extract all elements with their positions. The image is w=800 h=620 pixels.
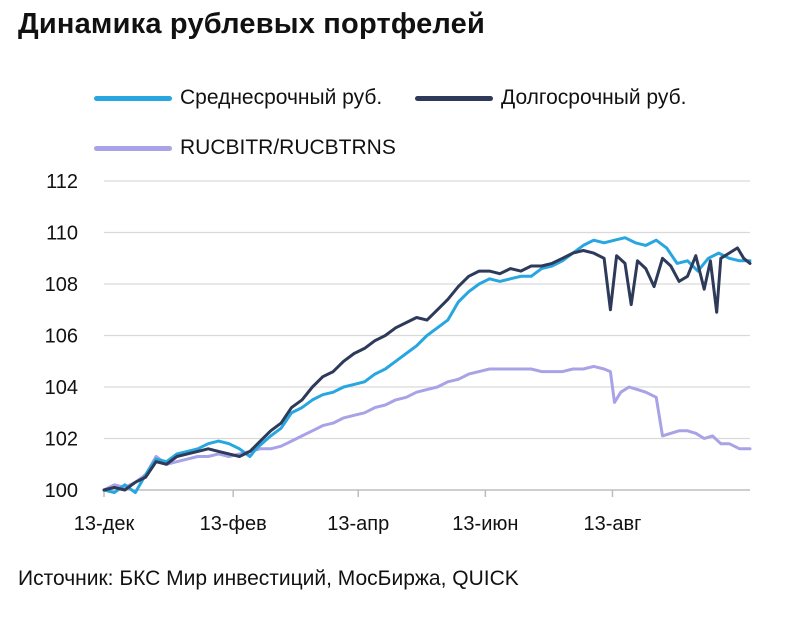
x-tick-label-3: 13-июн [452, 513, 518, 535]
series-line-0 [102, 236, 752, 495]
x-tick-label-0: 13-дек [74, 513, 135, 535]
y-tick-label-108: 108 [45, 274, 78, 296]
y-tick-label-102: 102 [45, 429, 78, 451]
legend-label-index: RUCBITR/RUCBTRNS [180, 136, 396, 159]
y-tick-label-104: 104 [45, 377, 78, 399]
x-tick-label-4: 13-авг [583, 513, 641, 535]
y-tick-label-106: 106 [45, 326, 78, 348]
x-tick-label-2: 13-апр [327, 513, 389, 535]
legend-swatch-index [94, 145, 172, 151]
chart-title: Динамика рублевых портфелей [18, 8, 485, 40]
legend-swatch-long-term [415, 95, 493, 101]
y-tick-label-100: 100 [45, 480, 78, 502]
y-tick-label-112: 112 [46, 171, 78, 193]
legend-item-long-term: Долгосрочный руб. [415, 86, 686, 110]
legend-item-medium-term: Среднесрочный руб. [94, 86, 382, 110]
x-tick-label-1: 13-фев [200, 513, 267, 535]
legend-label-medium-term: Среднесрочный руб. [180, 86, 383, 109]
legend-label-long-term: Долгосрочный руб. [501, 86, 687, 109]
legend-swatch-medium-term [94, 95, 172, 101]
series-line-2 [102, 364, 752, 492]
series-line-1 [102, 246, 752, 492]
source-note: Источник: БКС Мир инвестиций, МосБиржа, … [18, 567, 519, 590]
y-tick-label-110: 110 [46, 223, 78, 245]
legend-item-index: RUCBITR/RUCBTRNS [94, 136, 396, 160]
